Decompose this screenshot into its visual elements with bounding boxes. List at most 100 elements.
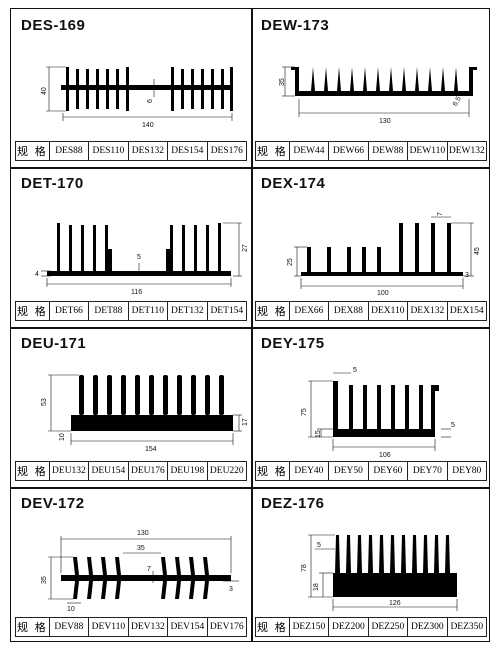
spec-row: 规 格 DEX66 DEX88 DEX110 DEX132 DEX154 xyxy=(255,301,487,321)
panel-title: DEW-173 xyxy=(261,17,330,34)
panel-title: DET-170 xyxy=(21,175,84,192)
dimension-label: 35 xyxy=(137,545,145,552)
spec-cell: DEU220 xyxy=(206,462,246,480)
dimension-label: 4 xyxy=(35,271,39,278)
spec-cell: DEX88 xyxy=(328,302,367,320)
spec-header: 规 格 xyxy=(16,622,48,634)
panel-des-169: DES-169 40 140 6 xyxy=(11,9,251,167)
dimension-label: 126 xyxy=(389,600,401,607)
spec-header: 规 格 xyxy=(16,146,48,158)
spec-cell: DEY50 xyxy=(328,462,367,480)
spec-cell: DEV88 xyxy=(48,618,88,636)
spec-cell: DEW44 xyxy=(288,142,328,160)
spec-cell: DES132 xyxy=(127,142,167,160)
spec-cell: DEV154 xyxy=(167,618,206,636)
dimension-label: 6 xyxy=(147,99,154,103)
panel-deu-171: DEU-171 53 17 154 10 规 格 xyxy=(11,327,251,487)
spec-cell: DEV110 xyxy=(88,618,127,636)
spec-row: 规 格 DEV88 DEV110 DEV132 DEV154 DEV176 xyxy=(15,617,247,637)
dimension-label: 10 xyxy=(67,606,75,613)
spec-cell: DET110 xyxy=(127,302,167,320)
panel-title: DEZ-176 xyxy=(261,495,325,512)
heatsink-profile-drawing: 130 35 7 35 3 10 xyxy=(41,530,239,613)
heatsink-profile-drawing: 5 78 18 126 xyxy=(301,534,458,611)
spec-row: 规 格 DET66 DET88 DET110 DET132 DET154 xyxy=(15,301,247,321)
heatsink-profile-drawing: 7 25 45 100 3 xyxy=(287,212,481,297)
dimension-label: 35 xyxy=(279,78,286,86)
panel-title: DEV-172 xyxy=(21,495,85,512)
panel-dey-175: DEY-175 5 75 15 5 106 xyxy=(251,327,491,487)
dimension-label: 116 xyxy=(131,289,142,296)
dimension-label: 130 xyxy=(379,118,391,125)
dimension-label: 140 xyxy=(142,122,154,129)
spec-cell: DEY80 xyxy=(446,462,486,480)
panel-det-170: DET-170 4 5 27 116 xyxy=(11,167,251,327)
panel-title: DEX-174 xyxy=(261,175,326,192)
spec-cell: DEZ350 xyxy=(446,618,486,636)
spec-cell: DEU132 xyxy=(48,462,88,480)
dimension-label: 35 xyxy=(41,576,48,584)
panel-dew-173: DEW-173 35 130 6.5 规 格 xyxy=(251,9,491,167)
spec-cell: DES176 xyxy=(206,142,246,160)
spec-header: 规 格 xyxy=(256,622,288,634)
spec-cell: DES154 xyxy=(167,142,206,160)
dimension-label: 53 xyxy=(41,398,48,406)
dimension-label: 5 xyxy=(353,367,357,374)
dimension-label: 130 xyxy=(137,530,149,537)
spec-cell: DEV132 xyxy=(127,618,167,636)
dimension-label: 6.5 xyxy=(452,96,463,108)
dimension-label: 27 xyxy=(242,244,249,252)
spec-cell: DET132 xyxy=(167,302,206,320)
spec-cell: DEZ300 xyxy=(407,618,446,636)
spec-cell: DET66 xyxy=(48,302,88,320)
spec-cell: DEW66 xyxy=(328,142,367,160)
catalog-grid: DES-169 40 140 6 xyxy=(10,8,490,642)
spec-header: 规 格 xyxy=(16,466,48,478)
dimension-label: 18 xyxy=(313,583,320,591)
panel-title: DEY-175 xyxy=(261,335,325,352)
panel-dev-172: DEV-172 130 35 xyxy=(11,487,251,643)
spec-cell: DEZ150 xyxy=(288,618,328,636)
spec-cell: DEZ250 xyxy=(367,618,407,636)
dimension-label: 3 xyxy=(465,272,469,279)
spec-cell: DEW110 xyxy=(407,142,446,160)
heatsink-profile-drawing: 53 17 154 10 xyxy=(41,374,249,453)
spec-cell: DET154 xyxy=(206,302,246,320)
spec-row: 规 格 DEZ150 DEZ200 DEZ250 DEZ300 DEZ350 xyxy=(255,617,487,637)
heatsink-profile-drawing: 5 75 15 5 106 xyxy=(301,367,455,459)
spec-cell: DEU176 xyxy=(127,462,167,480)
spec-header: 规 格 xyxy=(256,306,288,318)
dimension-label: 3 xyxy=(229,586,233,593)
spec-cell: DES88 xyxy=(48,142,88,160)
dimension-label: 106 xyxy=(379,452,391,459)
spec-cell: DEY40 xyxy=(288,462,328,480)
dimension-label: 5 xyxy=(317,542,321,549)
spec-cell: DEW132 xyxy=(446,142,486,160)
dimension-label: 17 xyxy=(242,418,249,426)
dimension-label: 15 xyxy=(315,430,322,438)
spec-header: 规 格 xyxy=(256,466,288,478)
dimension-label: 78 xyxy=(301,564,308,572)
dimension-label: 10 xyxy=(59,433,66,441)
panel-dez-176: DEZ-176 5 78 18 126 xyxy=(251,487,491,643)
column-divider xyxy=(251,9,253,641)
spec-cell: DEX66 xyxy=(288,302,328,320)
spec-header: 规 格 xyxy=(256,146,288,158)
spec-header: 规 格 xyxy=(16,306,48,318)
dimension-label: 100 xyxy=(377,290,389,297)
spec-cell: DEU198 xyxy=(167,462,206,480)
dimension-label: 40 xyxy=(41,87,48,95)
row-divider xyxy=(11,167,489,169)
spec-cell: DEY70 xyxy=(407,462,446,480)
spec-row: 规 格 DEW44 DEW66 DEW88 DEW110 DEW132 xyxy=(255,141,487,161)
dimension-label: 5 xyxy=(451,422,455,429)
spec-cell: DES110 xyxy=(88,142,127,160)
spec-cell: DEX110 xyxy=(367,302,407,320)
spec-cell: DEX132 xyxy=(407,302,446,320)
dimension-label: 154 xyxy=(145,446,157,453)
dimension-label: 75 xyxy=(301,408,308,416)
row-divider xyxy=(11,327,489,329)
dimension-label: 7 xyxy=(437,212,444,216)
spec-cell: DEW88 xyxy=(367,142,407,160)
panel-dex-174: DEX-174 7 25 45 100 3 xyxy=(251,167,491,327)
